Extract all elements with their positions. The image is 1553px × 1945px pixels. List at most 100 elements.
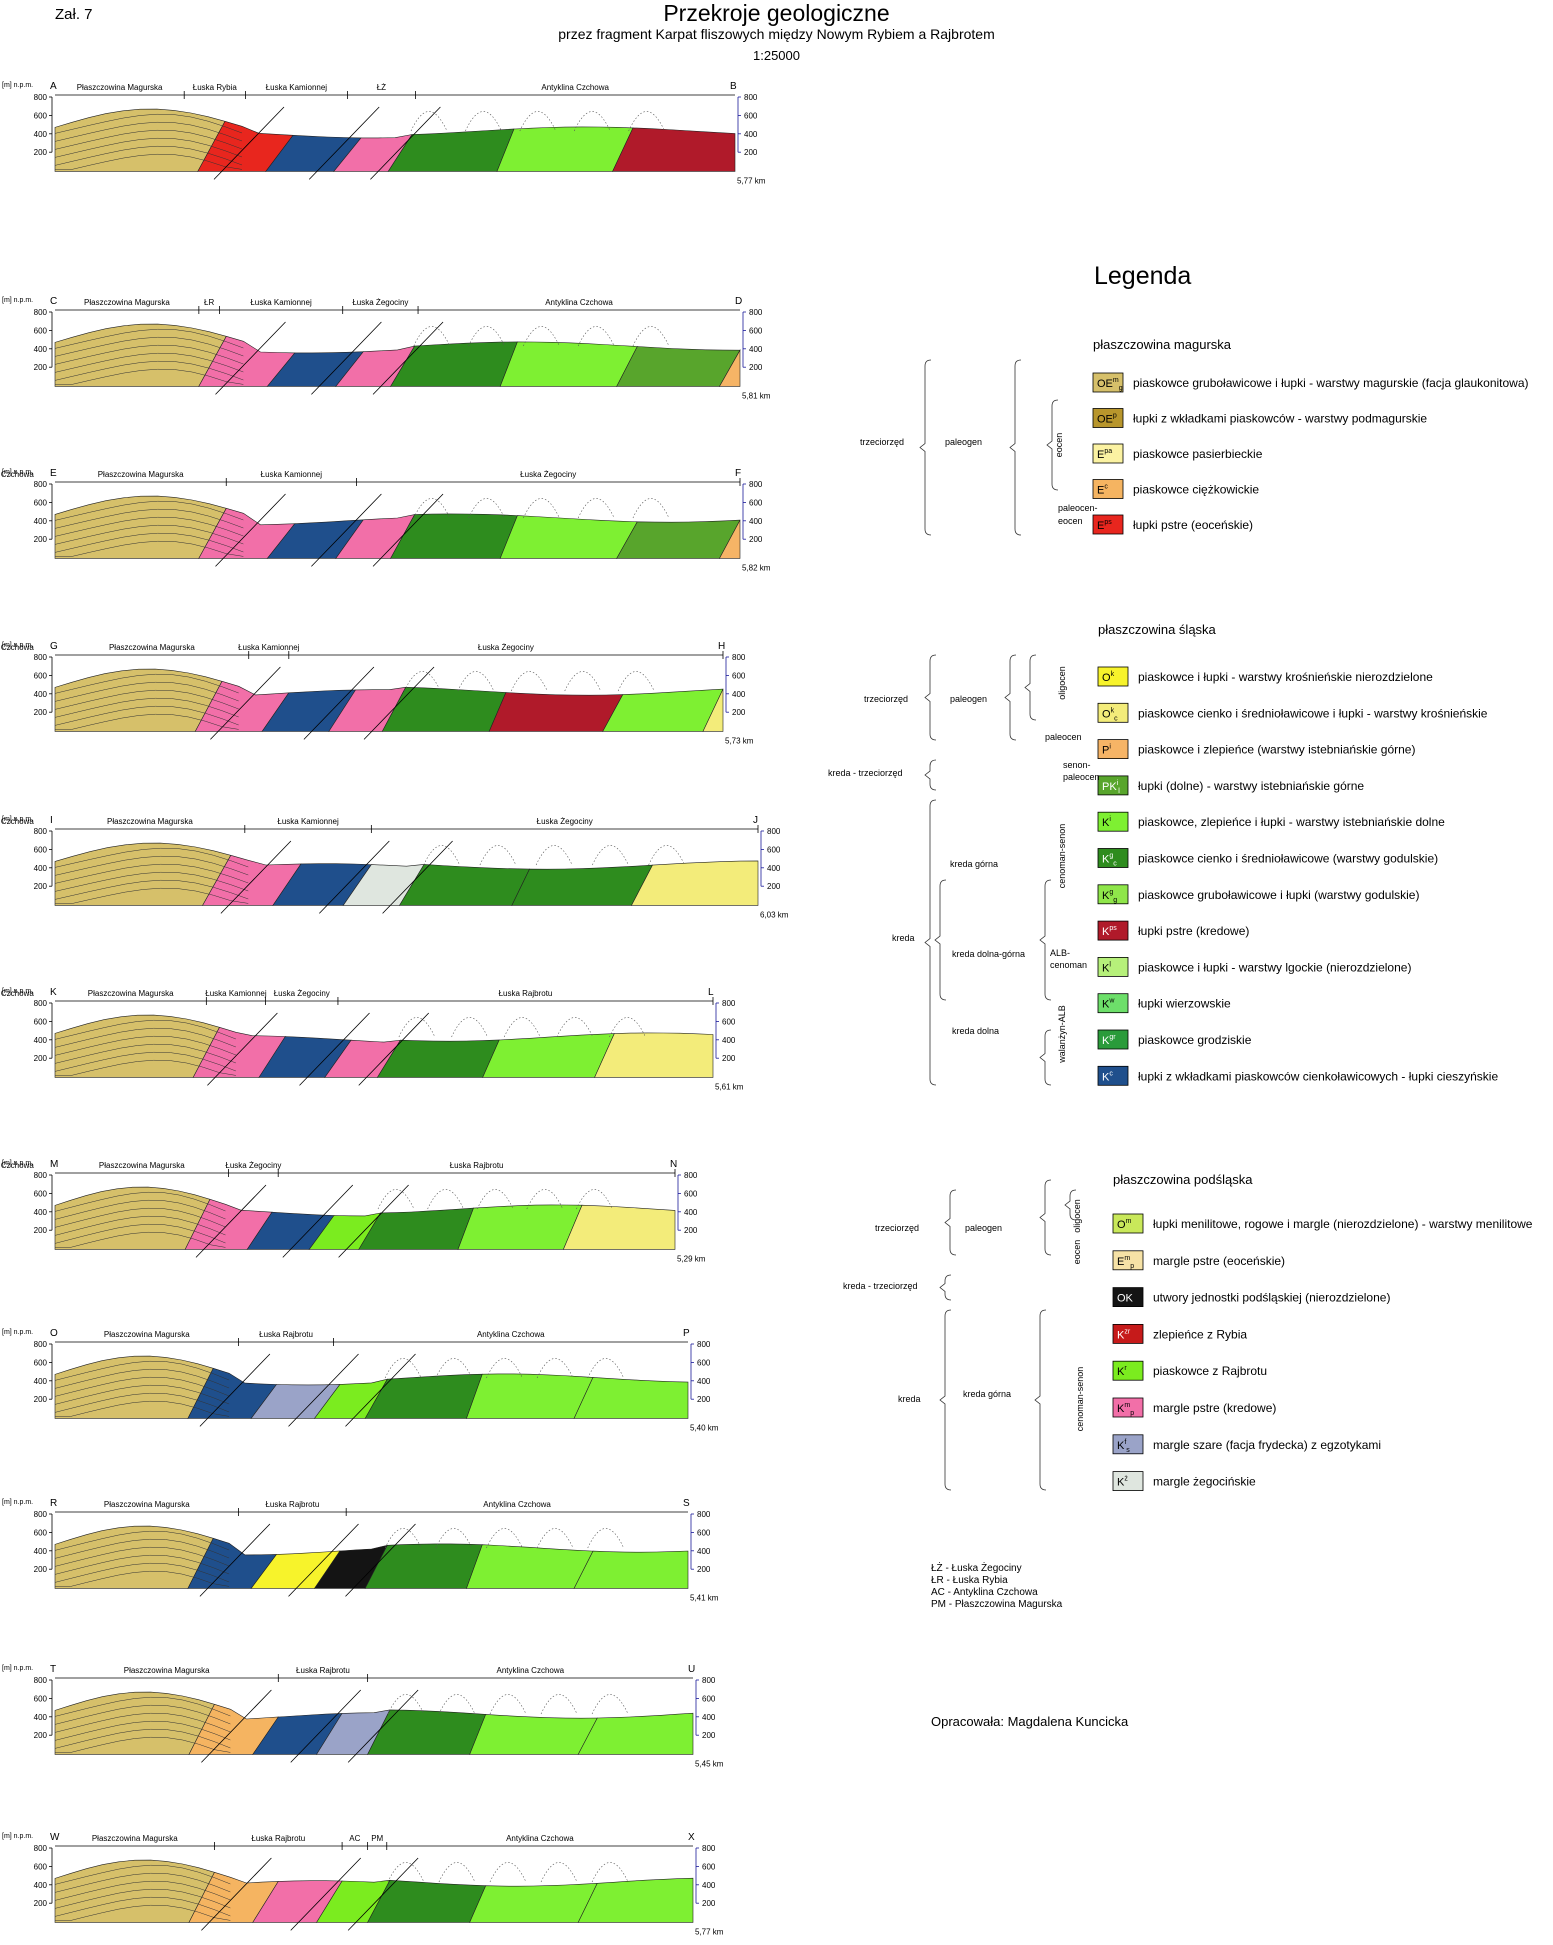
eroded-fold-trace	[591, 1694, 629, 1715]
legend-symbol: Kw	[1102, 998, 1115, 1011]
legend-item-label: utwory jednostki podśląskiej (nierozdzie…	[1153, 1291, 1390, 1305]
axis-unit-label: [m] n.p.m.	[2, 297, 33, 304]
eroded-fold-trace	[591, 1862, 629, 1883]
eroded-fold-trace	[632, 498, 670, 519]
thrust-fault-line	[308, 106, 380, 180]
tectonic-unit-label: Łuska Kamionnej	[250, 298, 312, 307]
legend-brace	[1004, 654, 1017, 741]
abbr-note: ŁŻ - Łuska Żegociny	[931, 1563, 1022, 1574]
axis-tick-label: 400	[749, 517, 763, 526]
stratigraphy-label: paleogen	[950, 694, 987, 704]
axis-tick-label: 200	[744, 148, 758, 157]
eroded-fold-trace	[536, 1358, 574, 1379]
tectonic-unit-label: Płaszczowina Magurska	[104, 1330, 190, 1339]
section-end-letter: F	[735, 468, 741, 479]
section-start-letter: W	[50, 1832, 60, 1843]
thrust-fault-line	[199, 1523, 271, 1597]
legend-item: Ok piaskowce i łupki - warstwy krośnieńsk…	[1097, 666, 1433, 687]
tectonic-unit-label: Łuska Rajbrotu	[259, 1330, 313, 1339]
legend-symbol: Okc	[1102, 707, 1118, 722]
tectonic-unit-label: Łuska Rajbrotu	[265, 1500, 319, 1509]
axis-tick-label: 800	[697, 1340, 711, 1349]
bedding-line	[54, 1530, 230, 1551]
legend-swatch	[1097, 811, 1129, 832]
thrust-fault-line	[282, 1184, 354, 1258]
legend-item-label: łupki pstre (eoceńskie)	[1133, 518, 1253, 532]
axis-tick-label: 600	[34, 1358, 48, 1367]
tectonic-unit-label: Płaszczowina Magurska	[109, 643, 195, 652]
eroded-fold-trace	[435, 1528, 473, 1549]
geologic-unit-body	[577, 1712, 694, 1755]
legend-item-label: piaskowce ciężkowickie	[1133, 483, 1259, 497]
eroded-fold-trace	[519, 111, 557, 132]
bedding-line	[54, 508, 244, 529]
axis-tick-label: 400	[767, 864, 781, 873]
tectonic-unit-label: AC	[349, 1834, 360, 1843]
axis-tick-label: 200	[34, 1054, 48, 1063]
axis-tick-label: 200	[702, 1899, 716, 1908]
eroded-fold-trace	[526, 1189, 564, 1210]
stratigraphy-label: paleocen	[1063, 772, 1100, 782]
stratigraphy-label: walanżyn-ALB	[1057, 1005, 1067, 1064]
tectonic-unit-label: Łuska Rajbrotu	[499, 989, 553, 998]
bedding-line	[55, 1570, 230, 1587]
tectonic-unit-label: Płaszczowina Magurska	[107, 817, 193, 826]
tectonic-unit-label: PM	[371, 1834, 383, 1843]
legend-brace	[1039, 1179, 1052, 1256]
tectonic-unit-label: Łuska Rybia	[193, 83, 238, 92]
thrust-fault-line	[345, 1523, 416, 1597]
legend-brace	[924, 759, 937, 791]
eroded-fold-trace	[489, 1862, 527, 1883]
eroded-fold-trace	[523, 326, 560, 347]
cross-section: [m] n.p.m. E F Płaszczowina Magurska Łuska K…	[0, 468, 771, 572]
bedding-line	[54, 500, 244, 521]
eroded-fold-trace	[377, 1189, 415, 1210]
bedding-line	[54, 360, 244, 381]
stratigraphy-label: oligocen	[1057, 666, 1067, 700]
axis-tick-label: 600	[749, 326, 763, 335]
legend-swatch	[1097, 848, 1129, 868]
cross-section: [m] n.p.m. I J Płaszczowina Magurska Łuska K…	[0, 815, 789, 919]
bedding-line	[54, 871, 249, 892]
legend-brace	[939, 1274, 952, 1301]
axis-tick-label: 200	[684, 1226, 698, 1235]
geologic-unit-body	[562, 1204, 676, 1250]
stratigraphy-label: trzeciorzęd	[864, 694, 908, 704]
eroded-fold-trace	[523, 498, 560, 519]
stratigraphy-label: kreda dolna	[952, 1026, 999, 1036]
geologic-unit-body	[364, 1543, 483, 1589]
tectonic-unit-label: ŁR	[204, 298, 214, 307]
cross-section: [m] n.p.m. R S Płaszczowina Magurska Łuska R…	[2, 1498, 719, 1602]
eroded-fold-trace	[413, 326, 451, 347]
stratigraphy-label: paleogen	[945, 437, 982, 447]
legend-item-label: piaskowce pasierbieckie	[1133, 447, 1263, 461]
eroded-fold-trace	[576, 1189, 613, 1210]
eroded-fold-trace	[435, 1358, 473, 1379]
geologic-unit-body	[466, 1544, 594, 1589]
axis-tick-label: 200	[34, 535, 48, 544]
section-length-label: 5,41 km	[690, 1593, 719, 1602]
thrust-fault-line	[201, 1689, 272, 1763]
section-length-label: 5,61 km	[715, 1082, 744, 1091]
eroded-fold-trace	[387, 1862, 425, 1883]
geologic-unit-body	[511, 864, 654, 906]
geologic-unit-body	[364, 1373, 483, 1419]
legend-item-label: piaskowce i łupki - warstwy krośnieńskie…	[1138, 670, 1433, 684]
legend-group-title: płaszczowina magurska	[1093, 337, 1232, 352]
axis-tick-label: 800	[34, 999, 48, 1008]
legend-item: Kc łupki z wkładkami piaskowców cienkoław…	[1097, 1065, 1498, 1086]
axis-tick-label: 400	[697, 1377, 711, 1386]
axis-tick-label: 800	[34, 653, 48, 662]
eroded-fold-trace	[564, 671, 601, 692]
bedding-line	[54, 1712, 231, 1733]
legend-item: Kmp margle pstre (kredowe)	[1112, 1397, 1276, 1418]
legend-item: Ec piaskowce ciężkowickie	[1092, 479, 1259, 499]
tectonic-unit-label: Antyklina Czchowa	[497, 1666, 565, 1675]
bedding-line	[54, 1392, 230, 1413]
legend-symbol: Kgg	[1102, 889, 1117, 904]
legend-symbol: Kgr	[1102, 1034, 1116, 1047]
legend-item-label: piaskowce gruboławicowe i łupki - warstw…	[1133, 376, 1529, 390]
legend-brace	[934, 879, 947, 1001]
geologic-unit-body	[457, 1204, 583, 1250]
geologic-unit-body	[261, 689, 357, 732]
